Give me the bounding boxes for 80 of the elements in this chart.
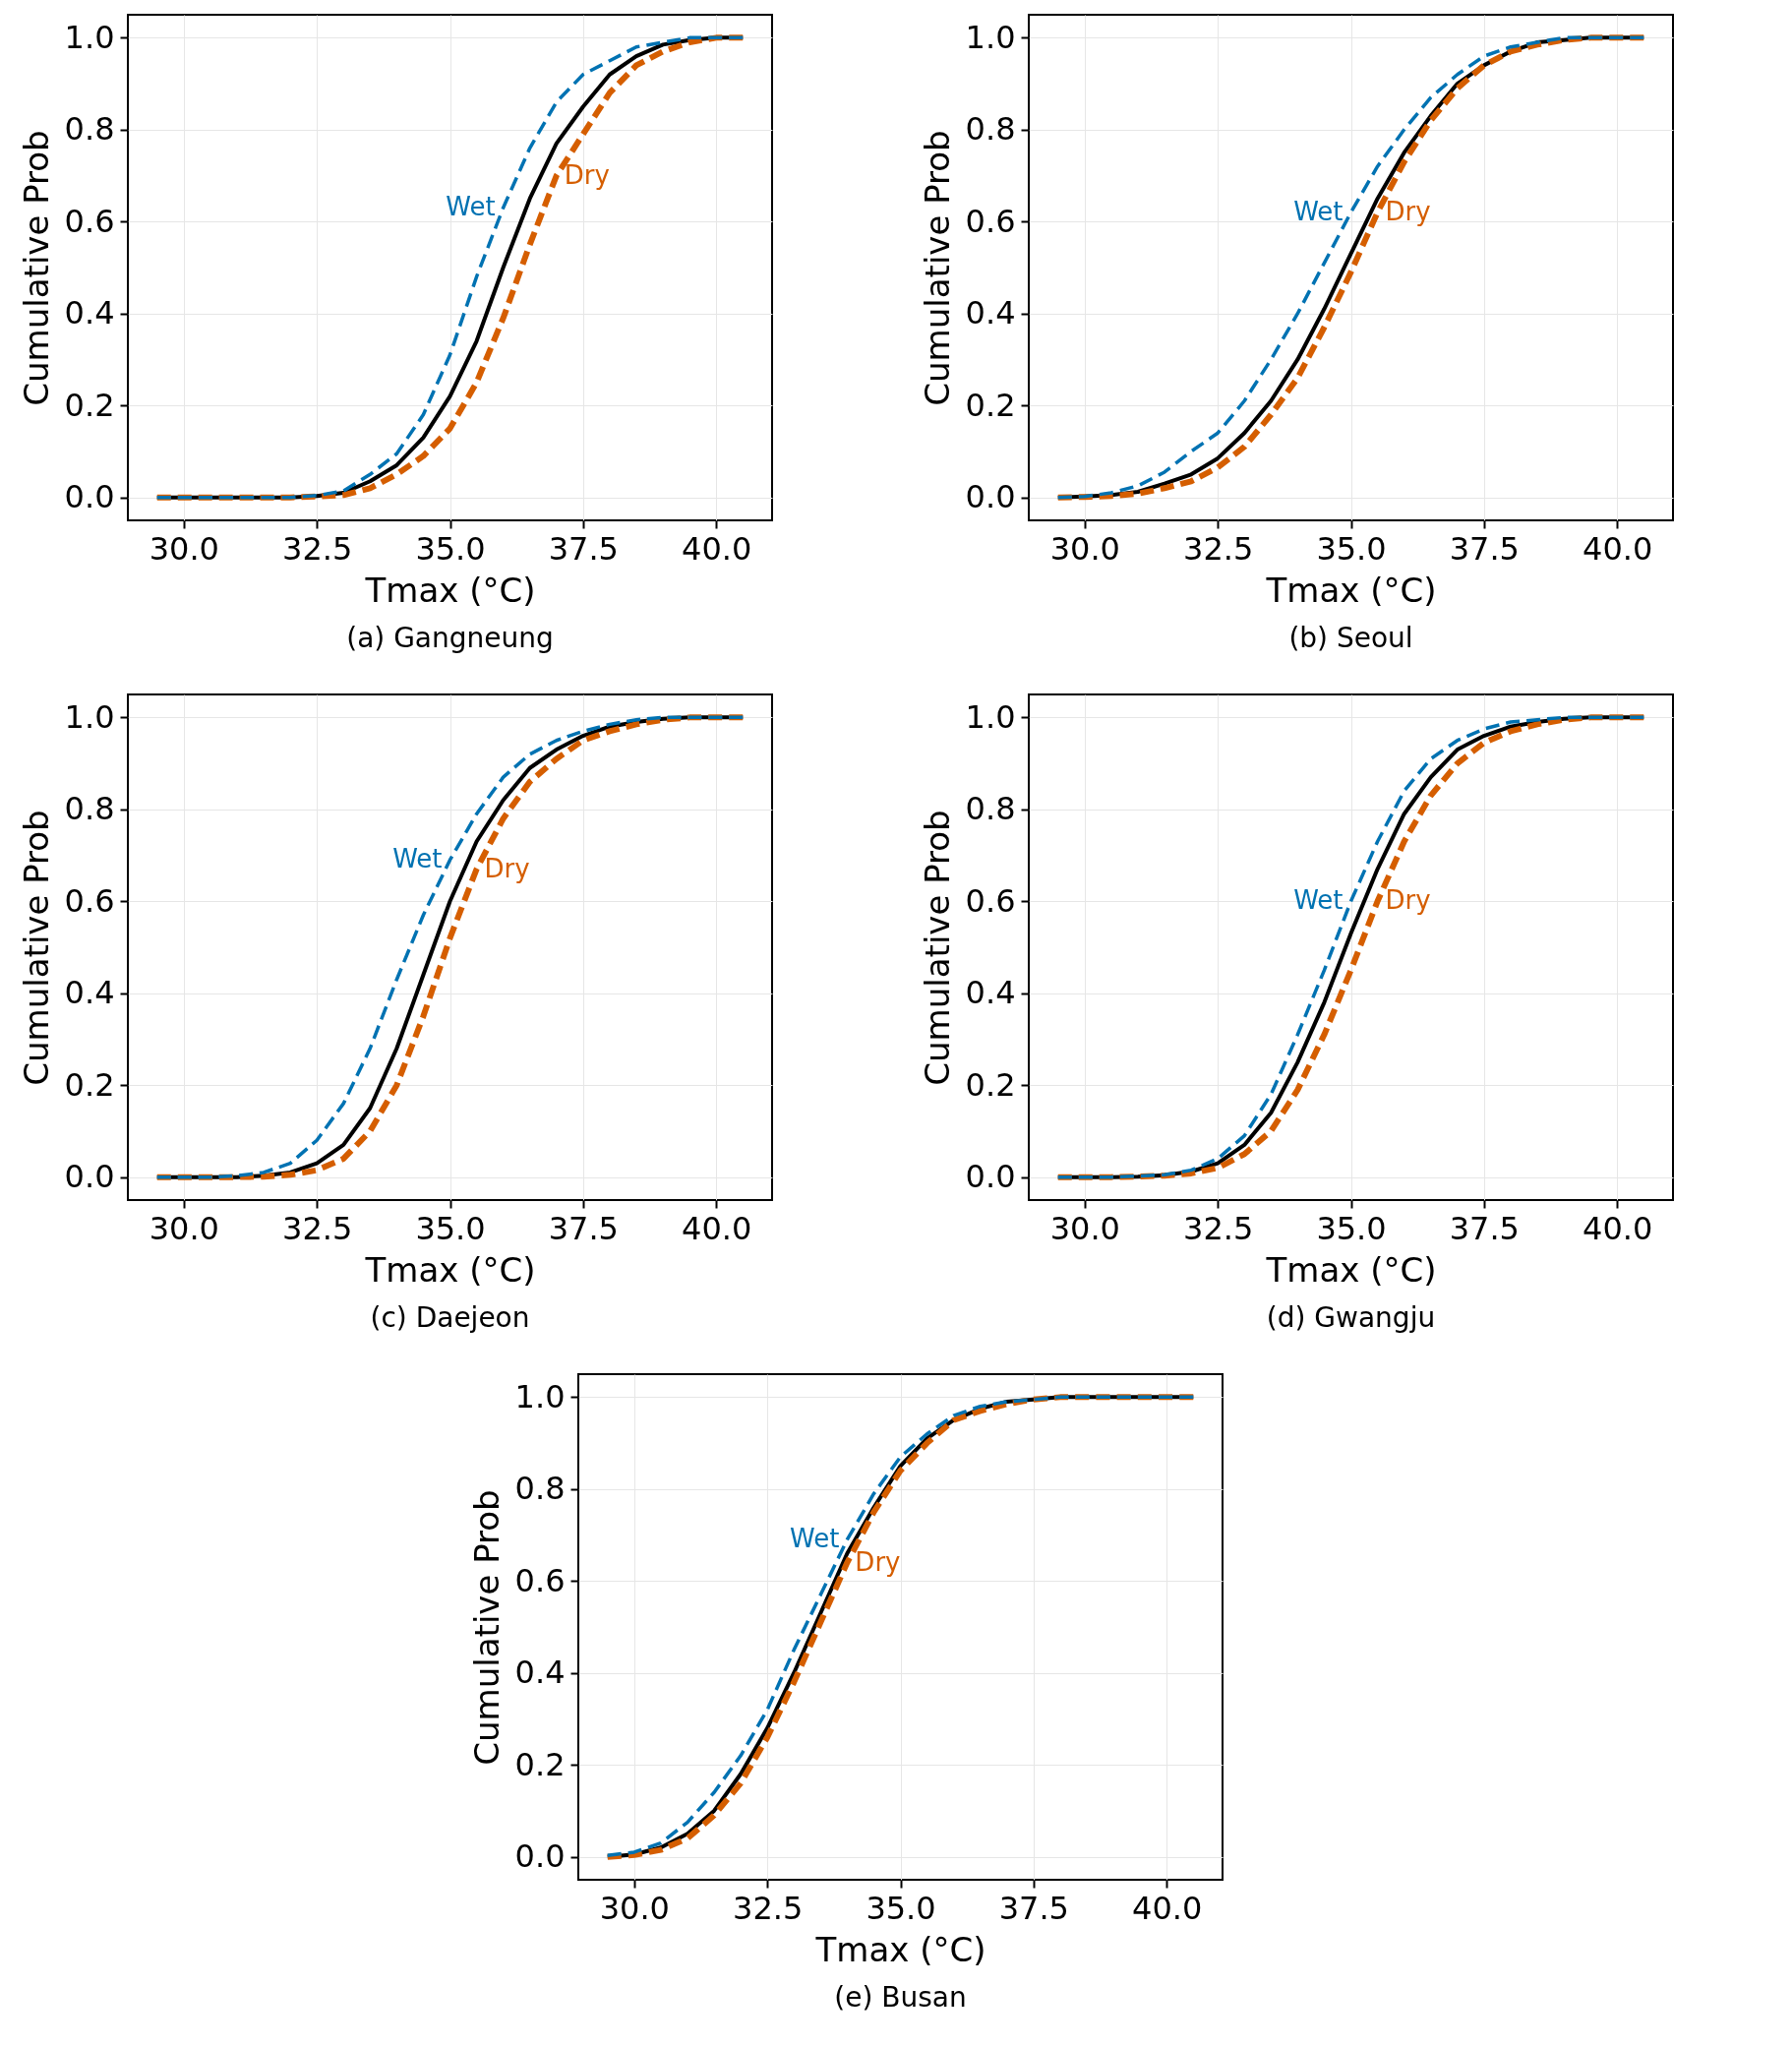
y-tick-label: 1.0 [64, 18, 115, 56]
y-tick-label: 0.8 [965, 110, 1016, 149]
series-label: Dry [484, 853, 530, 883]
y-tick-label: 0.8 [965, 790, 1016, 828]
x-tick-label: 30.0 [599, 1889, 670, 1927]
y-axis-title: Cumulative Prob [16, 130, 56, 406]
x-tick-label: 32.5 [733, 1889, 804, 1927]
x-tick-label: 40.0 [682, 529, 752, 568]
x-tick-label: 37.5 [998, 1889, 1069, 1927]
y-tick-label: 0.6 [64, 202, 115, 240]
x-tick-label: 37.5 [548, 1209, 619, 1247]
y-tick-label: 1.0 [514, 1377, 566, 1415]
series-label: Wet [392, 844, 443, 874]
x-tick-label: 32.5 [1183, 529, 1254, 568]
y-tick-label: 0.6 [64, 881, 115, 920]
x-axis-title: Tmax (°C) [1265, 1249, 1437, 1290]
series-label: Dry [564, 159, 610, 190]
y-tick-label: 0.2 [965, 386, 1016, 424]
y-tick-label: 0.0 [514, 1837, 566, 1876]
x-tick-label: 40.0 [1583, 529, 1653, 568]
y-tick-label: 0.4 [965, 974, 1016, 1012]
series-label: Wet [789, 1524, 840, 1554]
x-axis-title: Tmax (°C) [364, 1249, 536, 1290]
series-label: Dry [1385, 885, 1431, 916]
y-tick-label: 0.4 [514, 1654, 566, 1692]
y-tick-label: 0.0 [965, 1158, 1016, 1196]
y-tick-label: 0.2 [64, 1065, 115, 1104]
y-tick-label: 0.2 [64, 386, 115, 424]
x-tick-label: 40.0 [1132, 1889, 1203, 1927]
x-tick-label: 37.5 [1449, 1209, 1520, 1247]
x-tick-label: 37.5 [1449, 529, 1520, 568]
x-tick-label: 30.0 [1049, 529, 1120, 568]
y-axis-title: Cumulative Prob [917, 810, 957, 1086]
y-axis-title: Cumulative Prob [466, 1489, 507, 1766]
text: (a) Gangneung [346, 622, 554, 654]
x-axis-title: Tmax (°C) [1265, 570, 1437, 610]
y-tick-label: 0.8 [514, 1470, 566, 1508]
y-tick-label: 0.8 [64, 110, 115, 149]
x-tick-label: 40.0 [682, 1209, 752, 1247]
x-tick-label: 32.5 [282, 529, 353, 568]
y-axis-title: Cumulative Prob [917, 130, 957, 406]
y-tick-label: 0.6 [965, 202, 1016, 240]
y-tick-label: 1.0 [965, 18, 1016, 56]
x-axis-title: Tmax (°C) [814, 1929, 986, 1969]
y-tick-label: 0.4 [965, 294, 1016, 332]
x-tick-label: 37.5 [548, 529, 619, 568]
text: (d) Gwangju [1266, 1301, 1436, 1334]
y-tick-label: 0.4 [64, 974, 115, 1012]
x-tick-label: 30.0 [149, 1209, 219, 1247]
x-tick-label: 35.0 [866, 1889, 936, 1927]
series-label: Wet [1293, 196, 1344, 226]
x-tick-label: 30.0 [149, 529, 219, 568]
y-tick-label: 1.0 [64, 697, 115, 736]
series-label: Wet [446, 192, 496, 222]
x-tick-label: 30.0 [1049, 1209, 1120, 1247]
text: (c) Daejeon [370, 1301, 530, 1334]
x-tick-label: 40.0 [1583, 1209, 1653, 1247]
y-tick-label: 0.0 [64, 1158, 115, 1196]
text: (e) Busan [834, 1981, 967, 2014]
y-tick-label: 1.0 [965, 697, 1016, 736]
y-tick-label: 0.4 [64, 294, 115, 332]
y-tick-label: 0.8 [64, 790, 115, 828]
y-tick-label: 0.6 [514, 1561, 566, 1599]
x-tick-label: 35.0 [1316, 529, 1387, 568]
x-tick-label: 35.0 [415, 529, 486, 568]
series-label: Dry [1385, 196, 1431, 226]
series-label: Wet [1293, 885, 1344, 916]
x-tick-label: 35.0 [1316, 1209, 1387, 1247]
y-tick-label: 0.2 [965, 1065, 1016, 1104]
y-tick-label: 0.6 [965, 881, 1016, 920]
y-tick-label: 0.0 [64, 478, 115, 516]
x-tick-label: 32.5 [1183, 1209, 1254, 1247]
y-tick-label: 0.0 [965, 478, 1016, 516]
x-tick-label: 32.5 [282, 1209, 353, 1247]
series-label: Dry [855, 1546, 901, 1577]
y-axis-title: Cumulative Prob [16, 810, 56, 1086]
y-tick-label: 0.2 [514, 1745, 566, 1783]
x-axis-title: Tmax (°C) [364, 570, 536, 610]
text: (b) Seoul [1288, 622, 1413, 654]
x-tick-label: 35.0 [415, 1209, 486, 1247]
